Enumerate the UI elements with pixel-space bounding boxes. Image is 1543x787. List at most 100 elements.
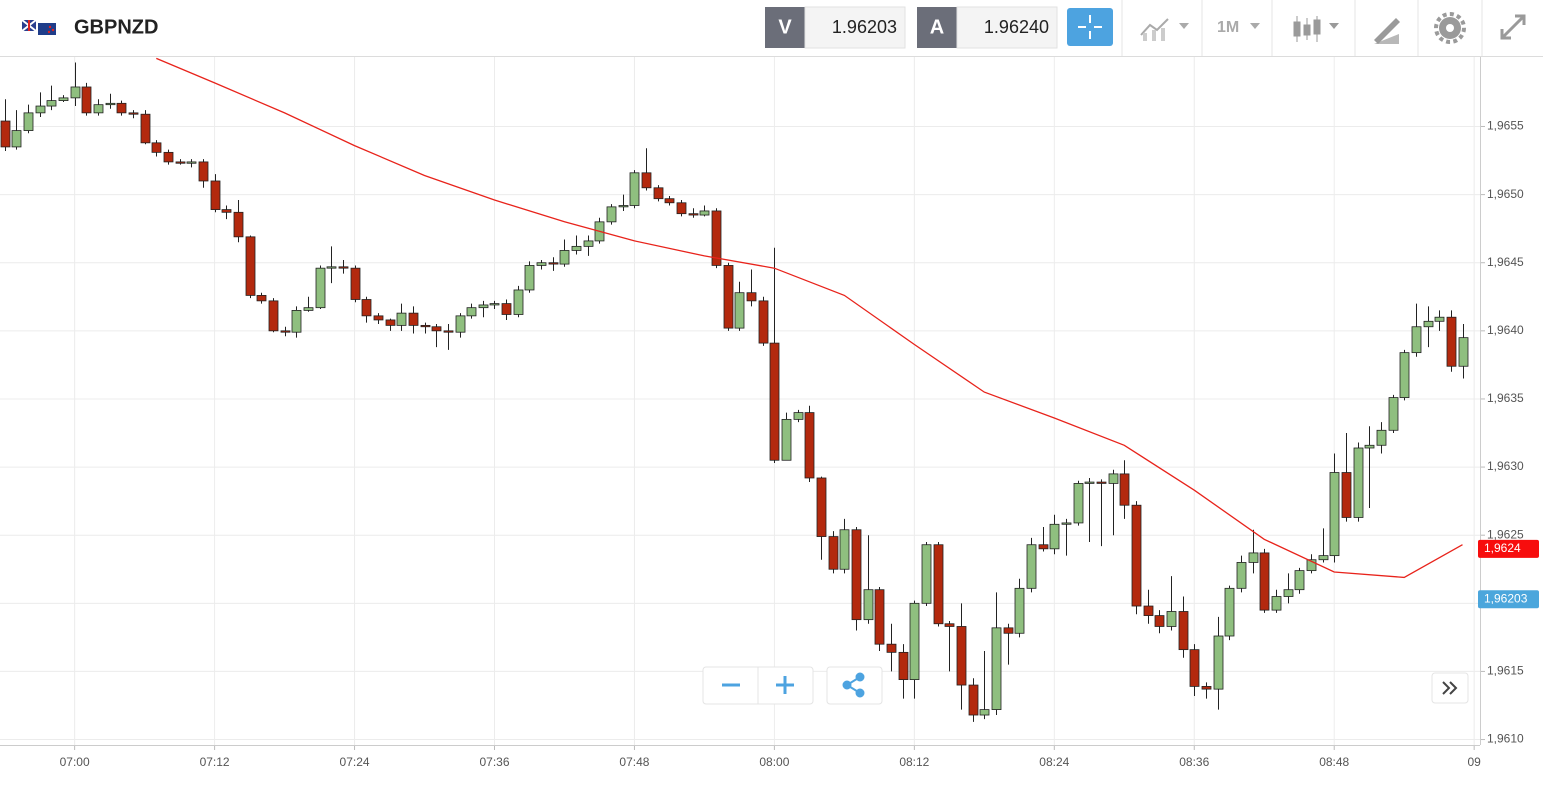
candle-body	[1178, 611, 1189, 651]
candle-body	[221, 209, 232, 213]
candle-body	[723, 265, 734, 329]
candle-type-icon[interactable]	[1293, 16, 1339, 42]
candle-body	[140, 113, 151, 144]
candle-body	[210, 180, 221, 210]
candle-body	[408, 312, 419, 326]
candle-body	[606, 206, 617, 223]
candle-body	[944, 623, 955, 627]
candle-body	[629, 172, 640, 206]
candle-body	[583, 240, 594, 247]
candle-body	[245, 236, 256, 296]
candle-body	[1458, 337, 1469, 367]
candle-body	[420, 324, 431, 328]
ask-price: 1.96240	[984, 17, 1049, 37]
candle-body	[641, 172, 652, 189]
candle-body	[758, 300, 769, 344]
candle-body	[268, 300, 279, 332]
x-tick-label: 07:48	[619, 755, 649, 769]
candle-body	[513, 289, 524, 315]
candle-body	[664, 198, 675, 204]
candle-body	[956, 626, 967, 686]
candle-body	[851, 529, 862, 621]
candle-body	[699, 210, 710, 216]
bid-price: 1.96203	[832, 17, 897, 37]
y-tick-label: 1,9635	[1487, 391, 1524, 405]
plot-area: 1,96101,96151,96201,96251,96301,96351,96…	[0, 57, 1524, 769]
candle-body	[128, 112, 139, 115]
candle-body	[1096, 481, 1107, 484]
moving-average-line	[156, 57, 1463, 579]
chart-type-icon[interactable]	[1140, 18, 1189, 41]
x-tick-label: 09	[1467, 755, 1481, 769]
candle-body	[1201, 686, 1212, 690]
y-tick-label: 1,9625	[1487, 527, 1524, 541]
plot-background	[0, 57, 1480, 745]
candle-body	[1003, 627, 1014, 634]
share-button[interactable]	[826, 666, 883, 705]
candle-body	[303, 307, 314, 311]
candle-body	[280, 330, 291, 333]
candle-body	[1073, 483, 1084, 524]
zoom-in[interactable]	[776, 676, 794, 694]
settings-icon[interactable]	[1434, 12, 1466, 44]
candle-body	[93, 104, 104, 114]
crosshair-icon	[1078, 15, 1102, 39]
candle-body	[326, 266, 337, 269]
candle-body	[548, 262, 559, 265]
bid-button[interactable]	[765, 7, 805, 48]
candle-body	[338, 266, 349, 269]
candle-body	[1154, 615, 1165, 627]
candle-body	[1259, 552, 1270, 611]
zoom-controls	[702, 666, 1469, 705]
x-tick-label: 07:12	[200, 755, 230, 769]
x-tick-label: 08:00	[759, 755, 789, 769]
candle-body	[0, 120, 11, 148]
scroll-right-icon	[1442, 681, 1458, 695]
candle-body	[734, 292, 745, 329]
candle-body	[46, 100, 57, 107]
candle-body	[489, 303, 500, 306]
ask-label: A	[930, 16, 944, 38]
candle-body	[1224, 587, 1235, 637]
price-label: 1,96203	[1484, 591, 1528, 605]
candle-body	[1283, 589, 1294, 597]
candle-body	[116, 102, 127, 114]
candle-body	[839, 529, 850, 570]
candle-body	[653, 187, 664, 200]
candle-body	[1061, 522, 1072, 525]
candle-body	[1084, 481, 1095, 484]
timeframe-dropdown[interactable]	[1250, 23, 1260, 29]
candle-body	[1376, 429, 1387, 446]
y-tick-label: 1,9650	[1487, 187, 1524, 201]
bid-label: V	[778, 16, 792, 38]
candle-body	[828, 536, 839, 570]
candle-body	[1108, 473, 1119, 484]
candle-body	[186, 161, 197, 164]
candle-body	[1166, 611, 1177, 627]
candle-body	[979, 709, 990, 716]
y-tick-label: 1,9610	[1487, 732, 1524, 746]
candle-body	[1388, 397, 1399, 431]
candle-body	[291, 310, 302, 333]
timeframe[interactable]: 1M	[1217, 19, 1239, 36]
ask-box	[956, 6, 1058, 49]
candle-body	[431, 326, 442, 332]
candle-body	[804, 412, 815, 479]
x-tick-label: 08:24	[1039, 755, 1069, 769]
drawing-icon[interactable]	[1374, 18, 1400, 44]
crosshair-button[interactable]	[1067, 8, 1113, 46]
candle-body	[256, 295, 267, 302]
y-tick-label: 1,9645	[1487, 255, 1524, 269]
candle-body	[350, 267, 361, 300]
candle-body	[361, 299, 372, 317]
candle-body	[1306, 559, 1317, 572]
candle-body	[571, 245, 582, 251]
ask-button[interactable]	[917, 7, 957, 48]
candle-body	[1294, 570, 1305, 591]
candle-body	[70, 86, 81, 99]
candle-body	[676, 202, 687, 215]
expand-icon[interactable]	[1500, 14, 1526, 40]
candle-body	[1423, 320, 1434, 328]
toolbar-separators	[1121, 0, 1483, 56]
